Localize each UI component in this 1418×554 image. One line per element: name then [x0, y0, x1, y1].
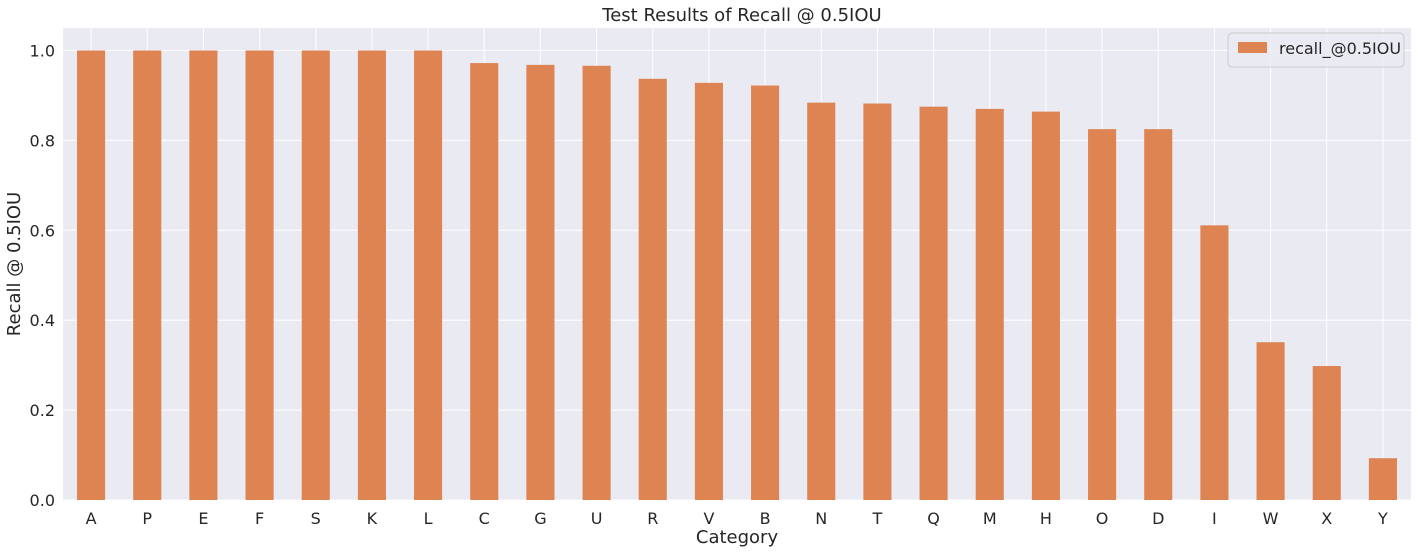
legend-box: [1227, 32, 1405, 68]
bar-Q: [919, 106, 948, 501]
bar-H: [1031, 111, 1060, 501]
x-tick-label: O: [1096, 509, 1109, 528]
bar-K: [357, 50, 386, 500]
x-tick-label: K: [367, 509, 378, 528]
x-tick-label: B: [760, 509, 771, 528]
bars: [77, 50, 1397, 501]
y-axis-ticks: 0.0 0.2 0.4 0.6 0.8 1.0: [30, 41, 55, 510]
bar-G: [526, 64, 555, 500]
bar-L: [414, 50, 443, 500]
x-tick-label: U: [591, 509, 603, 528]
y-tick-label: 0.6: [30, 221, 55, 240]
x-tick-label: Q: [927, 509, 940, 528]
x-tick-label: T: [872, 509, 883, 528]
x-tick-label: G: [534, 509, 546, 528]
bar-X: [1312, 366, 1341, 500]
y-tick-label: 0.0: [30, 491, 55, 510]
bar-A: [77, 50, 106, 500]
x-tick-label: X: [1321, 509, 1332, 528]
x-axis-title: Category: [696, 527, 779, 548]
x-tick-label: D: [1152, 509, 1164, 528]
y-tick-label: 1.0: [30, 41, 55, 60]
x-tick-label: E: [198, 509, 208, 528]
y-tick-label: 0.2: [30, 401, 55, 420]
bar-N: [807, 102, 836, 501]
x-tick-label: S: [311, 509, 321, 528]
bar-P: [133, 50, 162, 500]
x-tick-label: P: [142, 509, 152, 528]
x-tick-label: L: [424, 509, 433, 528]
chart-title: Test Results of Recall @ 0.5IOU: [601, 5, 881, 26]
bar-E: [189, 50, 218, 500]
bar-S: [301, 50, 330, 500]
bar-D: [1144, 129, 1173, 500]
bar-T: [863, 103, 892, 501]
bar-F: [245, 50, 274, 500]
x-tick-label: A: [86, 509, 97, 528]
bar-U: [582, 65, 611, 500]
y-axis-title: Recall @ 0.5IOU: [4, 192, 25, 336]
bar-B: [751, 85, 780, 500]
bar-W: [1256, 342, 1285, 500]
x-tick-label: C: [479, 509, 490, 528]
x-tick-label: N: [815, 509, 827, 528]
plot-area: [63, 28, 1411, 500]
x-tick-label: I: [1212, 509, 1217, 528]
legend: recall_@0.5IOU: [1227, 32, 1405, 68]
bar-C: [470, 63, 499, 500]
bar-I: [1200, 225, 1229, 501]
legend-swatch: [1238, 42, 1267, 53]
y-tick-label: 0.4: [30, 311, 55, 330]
x-tick-label: F: [255, 509, 264, 528]
x-tick-label: R: [647, 509, 658, 528]
x-tick-label: Y: [1377, 509, 1388, 528]
bar-R: [638, 78, 667, 500]
bar-O: [1088, 129, 1117, 500]
x-tick-label: W: [1263, 509, 1279, 528]
x-tick-label: V: [703, 509, 714, 528]
bar-M: [975, 108, 1004, 501]
y-tick-label: 0.8: [30, 131, 55, 150]
x-tick-label: M: [983, 509, 997, 528]
bar-Y: [1368, 458, 1397, 500]
bar-V: [694, 82, 723, 500]
x-tick-label: H: [1040, 509, 1052, 528]
legend-label: recall_@0.5IOU: [1279, 39, 1401, 59]
